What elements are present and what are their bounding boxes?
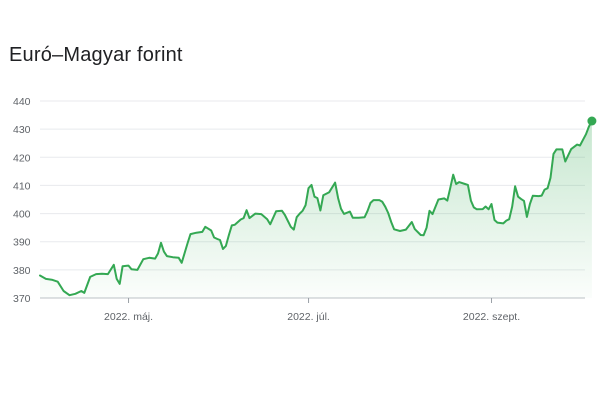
x-tick-label: 2022. szept. (463, 311, 520, 323)
y-tick-label: 400 (13, 209, 31, 221)
y-tick-label: 410 (13, 180, 31, 192)
y-tick-label: 380 (13, 265, 31, 277)
y-tick-label: 440 (13, 96, 31, 108)
x-tick-label: 2022. máj. (104, 311, 153, 323)
area-fill (40, 121, 592, 298)
x-tick-label: 2022. júl. (287, 311, 330, 323)
x-axis: 2022. máj. 2022. júl. 2022. szept. (104, 298, 520, 323)
latest-point-marker[interactable] (587, 116, 597, 126)
y-axis: 440 430 420 410 400 390 380 370 (13, 96, 31, 305)
y-tick-label: 390 (13, 237, 31, 249)
y-tick-label: 430 (13, 124, 31, 136)
page-title: Euró–Magyar forint (9, 44, 183, 66)
y-tick-label: 420 (13, 152, 31, 164)
series-line (39, 120, 593, 297)
y-tick-label: 370 (13, 293, 31, 305)
